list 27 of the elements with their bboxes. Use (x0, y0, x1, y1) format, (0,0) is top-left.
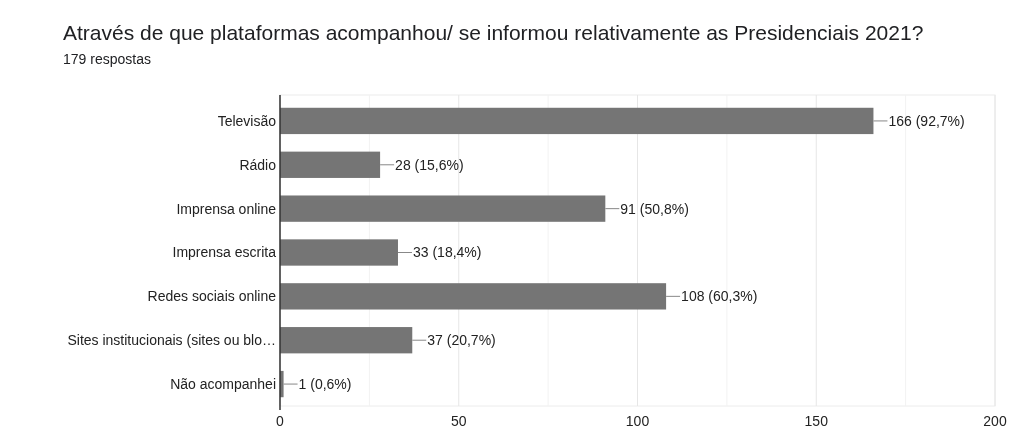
y-tick-label: Sites institucionais (sites ou blo… (67, 332, 276, 349)
data-label: 37 (20,7%) (427, 332, 496, 349)
x-tick-label: 50 (450, 413, 467, 429)
data-label: 1 (0,6%) (298, 375, 352, 392)
data-label: 28 (15,6%) (395, 156, 464, 173)
y-tick-label: Imprensa online (176, 200, 277, 217)
data-label: 108 (60,3%) (681, 288, 758, 305)
data-label: 166 (92,7%) (888, 112, 965, 129)
data-label: 33 (18,4%) (412, 244, 482, 261)
x-tick-label: 0 (276, 413, 285, 429)
chart-title: Através de que plataformas acompanhou/ se informou relativamente as Presidenciais 2021? (63, 21, 924, 44)
data-label: 91 (50,8%) (620, 200, 689, 217)
bar (280, 107, 874, 135)
y-tick-label: Rádio (239, 156, 277, 173)
y-tick-label: Imprensa escrita (172, 244, 277, 261)
x-tick-label: 150 (804, 413, 829, 429)
text: 179 respostas (63, 51, 151, 67)
bar (280, 239, 398, 266)
bar (280, 327, 413, 354)
bar (280, 283, 667, 310)
y-tick-label: Televisão (217, 112, 277, 129)
y-tick-label: Redes sociais online (147, 288, 277, 305)
y-tick-label: Não acompanhei (170, 375, 276, 392)
x-tick-label: 200 (983, 413, 1007, 429)
bar (280, 151, 381, 178)
bar (280, 195, 606, 222)
x-tick-label: 100 (625, 413, 650, 429)
